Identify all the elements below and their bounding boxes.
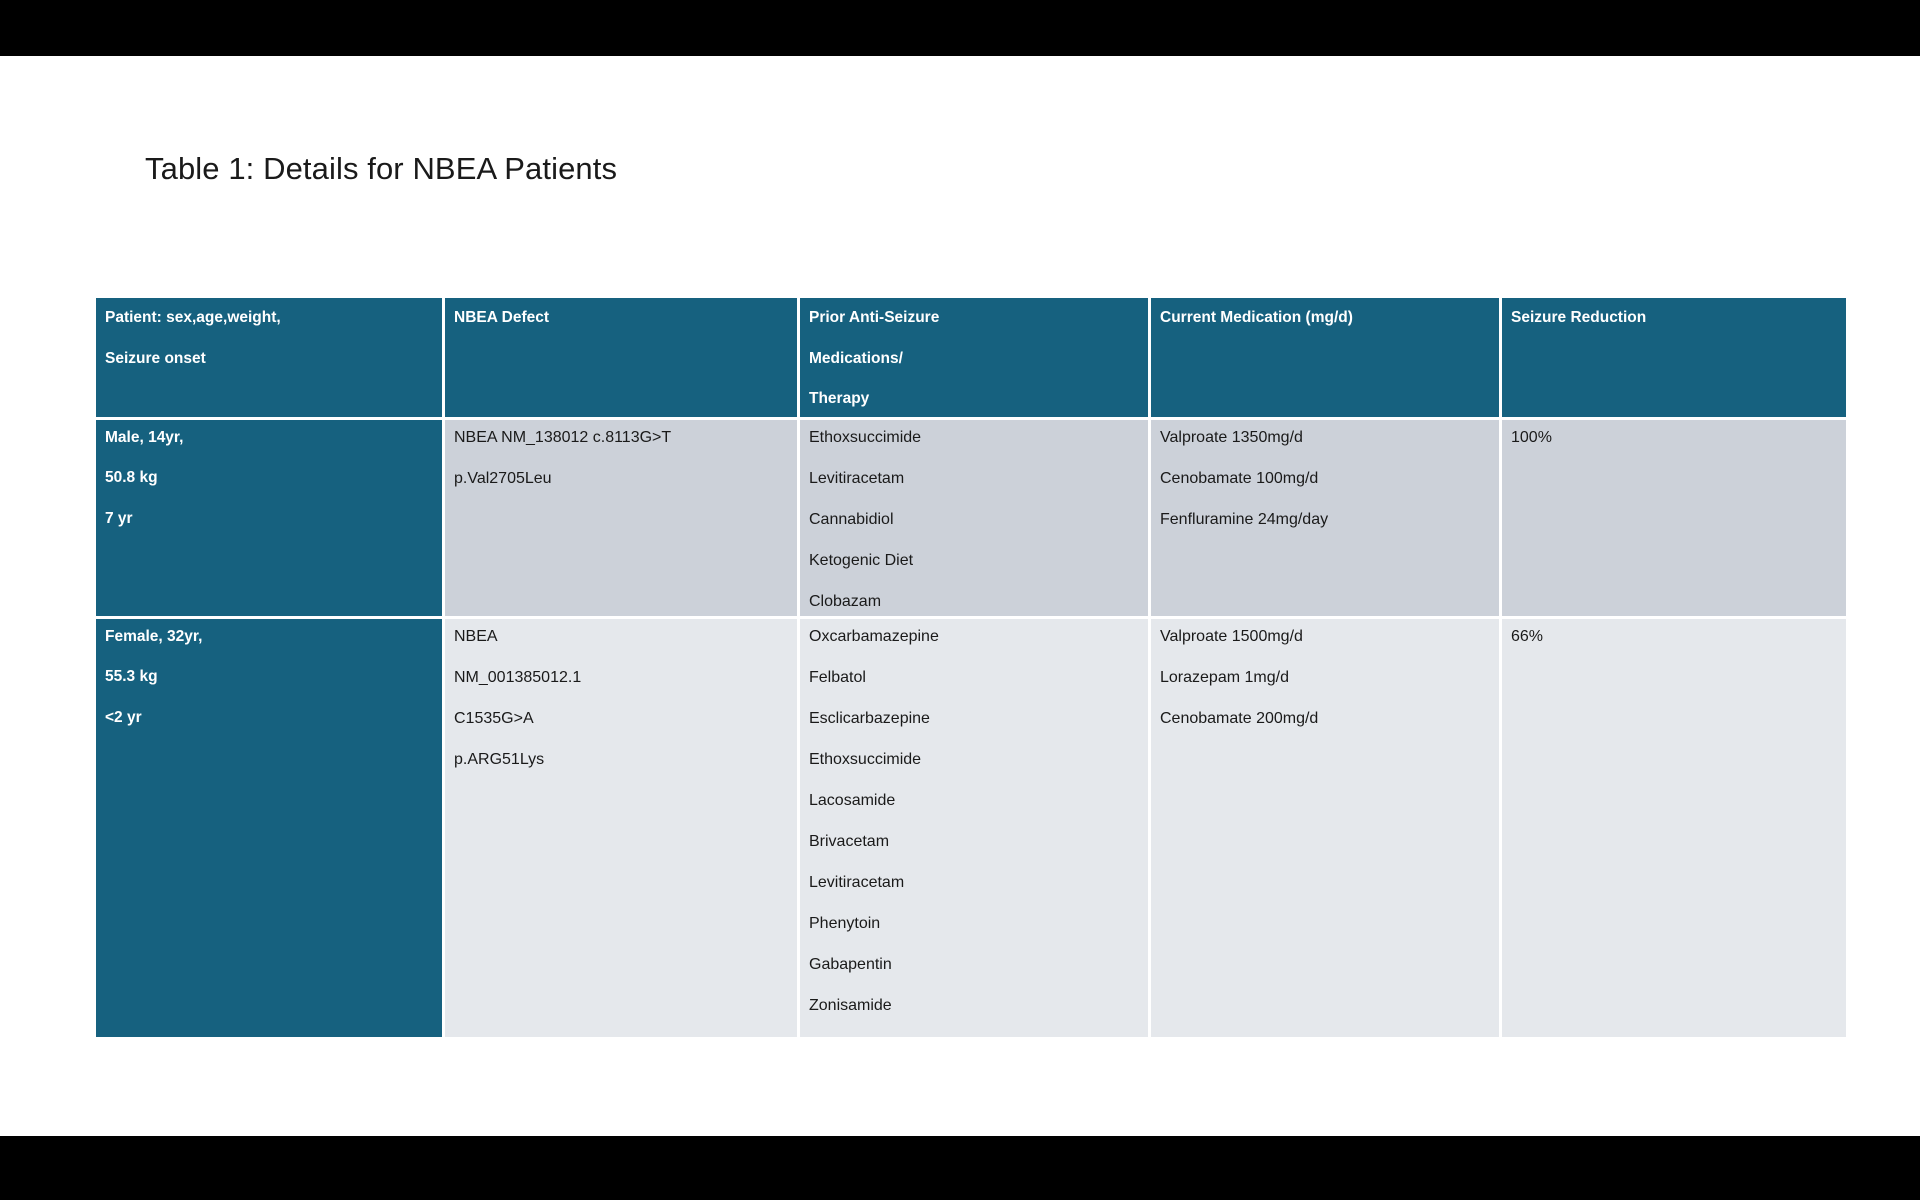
column-header-seizure-reduction: Seizure Reduction xyxy=(1502,298,1846,417)
defect-row2-line-1: NBEA xyxy=(454,627,498,645)
patient-row2-line-2: 55.3 kg xyxy=(105,668,158,685)
page-title: Table 1: Details for NBEA Patients xyxy=(145,151,618,186)
column-header-prior-medications: Prior Anti-Seizure Medications/ Therapy xyxy=(800,298,1148,417)
cell-patient-row1: Male, 14yr, 50.8 kg 7 yr xyxy=(96,419,442,616)
column-header-patient-line-1: Patient: sex,age,weight, xyxy=(105,309,281,326)
cell-nbea-defect-row2: NBEA NM_001385012.1 C1535G>A p.ARG51Lys xyxy=(445,618,797,1037)
current-row1-item-1: Valproate 1350mg/d xyxy=(1160,428,1303,446)
column-header-prior-line-1: Prior Anti-Seizure xyxy=(809,309,940,326)
column-header-prior-line-3: Therapy xyxy=(809,390,870,407)
column-header-nbea-defect-line-1: NBEA Defect xyxy=(454,309,550,326)
patient-details-table-wrap: Patient: sex,age,weight, Seizure onset N… xyxy=(96,298,1846,1037)
reduction-row2-value: 66% xyxy=(1511,627,1544,645)
cell-current-medication-row1: Valproate 1350mg/d Cenobamate 100mg/d Fe… xyxy=(1151,419,1499,616)
patient-row2-line-3: <2 yr xyxy=(105,708,142,726)
column-header-prior-line-2: Medications/ xyxy=(809,349,903,367)
patient-details-table: Patient: sex,age,weight, Seizure onset N… xyxy=(93,295,1849,1040)
prior-row2-item-3: Esclicarbazepine xyxy=(809,709,930,727)
column-header-patient: Patient: sex,age,weight, Seizure onset xyxy=(96,298,442,417)
defect-row1-line-1: NBEA NM_138012 c.8113G>T xyxy=(454,428,672,446)
column-header-current-line-1: Current Medication (mg/d) xyxy=(1160,309,1353,326)
prior-row1-item-2: Levitiracetam xyxy=(809,469,905,487)
cell-nbea-defect-row1: NBEA NM_138012 c.8113G>T p.Val2705Leu xyxy=(445,419,797,616)
current-row1-item-3: Fenfluramine 24mg/day xyxy=(1160,510,1329,528)
prior-row2-item-6: Brivacetam xyxy=(809,832,890,850)
current-row2-item-1: Valproate 1500mg/d xyxy=(1160,627,1303,645)
table-row: Female, 32yr, 55.3 kg <2 yr NBEA NM_0013… xyxy=(96,618,1846,1037)
prior-row2-item-1: Oxcarbamazepine xyxy=(809,627,939,645)
prior-row1-item-5: Clobazam xyxy=(809,592,882,610)
cell-patient-row2: Female, 32yr, 55.3 kg <2 yr xyxy=(96,618,442,1037)
prior-row2-item-9: Gabapentin xyxy=(809,955,892,973)
cell-seizure-reduction-row2: 66% xyxy=(1502,618,1846,1037)
prior-row2-item-8: Phenytoin xyxy=(809,914,881,932)
prior-row1-item-3: Cannabidiol xyxy=(809,510,894,528)
cell-prior-medications-row1: Ethoxsuccimide Levitiracetam Cannabidiol… xyxy=(800,419,1148,616)
prior-row2-item-4: Ethoxsuccimide xyxy=(809,750,922,768)
prior-row1-item-1: Ethoxsuccimide xyxy=(809,428,922,446)
table-row: Male, 14yr, 50.8 kg 7 yr NBEA NM_138012 … xyxy=(96,419,1846,616)
defect-row2-line-4: p.ARG51Lys xyxy=(454,750,545,768)
cell-seizure-reduction-row1: 100% xyxy=(1502,419,1846,616)
column-header-nbea-defect: NBEA Defect xyxy=(445,298,797,417)
prior-row2-item-10: Zonisamide xyxy=(809,996,892,1014)
table-header-row: Patient: sex,age,weight, Seizure onset N… xyxy=(96,298,1846,417)
defect-row2-line-2: NM_001385012.1 xyxy=(454,668,582,686)
patient-row1-line-1: Male, 14yr, xyxy=(105,428,184,446)
patient-row1-line-2: 50.8 kg xyxy=(105,469,158,486)
current-row1-item-2: Cenobamate 100mg/d xyxy=(1160,469,1319,487)
column-header-patient-line-2: Seizure onset xyxy=(105,349,206,367)
slide-canvas: Table 1: Details for NBEA Patients Patie… xyxy=(0,56,1920,1136)
column-header-current-medication: Current Medication (mg/d) xyxy=(1151,298,1499,417)
prior-row2-item-7: Levitiracetam xyxy=(809,873,905,891)
current-row2-item-2: Lorazepam 1mg/d xyxy=(1160,668,1289,686)
cell-current-medication-row2: Valproate 1500mg/d Lorazepam 1mg/d Cenob… xyxy=(1151,618,1499,1037)
current-row2-item-3: Cenobamate 200mg/d xyxy=(1160,709,1319,727)
cell-prior-medications-row2: Oxcarbamazepine Felbatol Esclicarbazepin… xyxy=(800,618,1148,1037)
table-body: Male, 14yr, 50.8 kg 7 yr NBEA NM_138012 … xyxy=(96,419,1846,1037)
defect-row2-line-3: C1535G>A xyxy=(454,709,534,727)
prior-row2-item-5: Lacosamide xyxy=(809,791,896,809)
defect-row1-line-2: p.Val2705Leu xyxy=(454,469,552,487)
table-header: Patient: sex,age,weight, Seizure onset N… xyxy=(96,298,1846,417)
patient-row1-line-3: 7 yr xyxy=(105,509,133,527)
prior-row2-item-2: Felbatol xyxy=(809,668,866,686)
column-header-reduction-line-1: Seizure Reduction xyxy=(1511,309,1647,326)
prior-row1-item-4: Ketogenic Diet xyxy=(809,551,914,569)
patient-row2-line-1: Female, 32yr, xyxy=(105,627,203,645)
reduction-row1-value: 100% xyxy=(1511,428,1552,446)
